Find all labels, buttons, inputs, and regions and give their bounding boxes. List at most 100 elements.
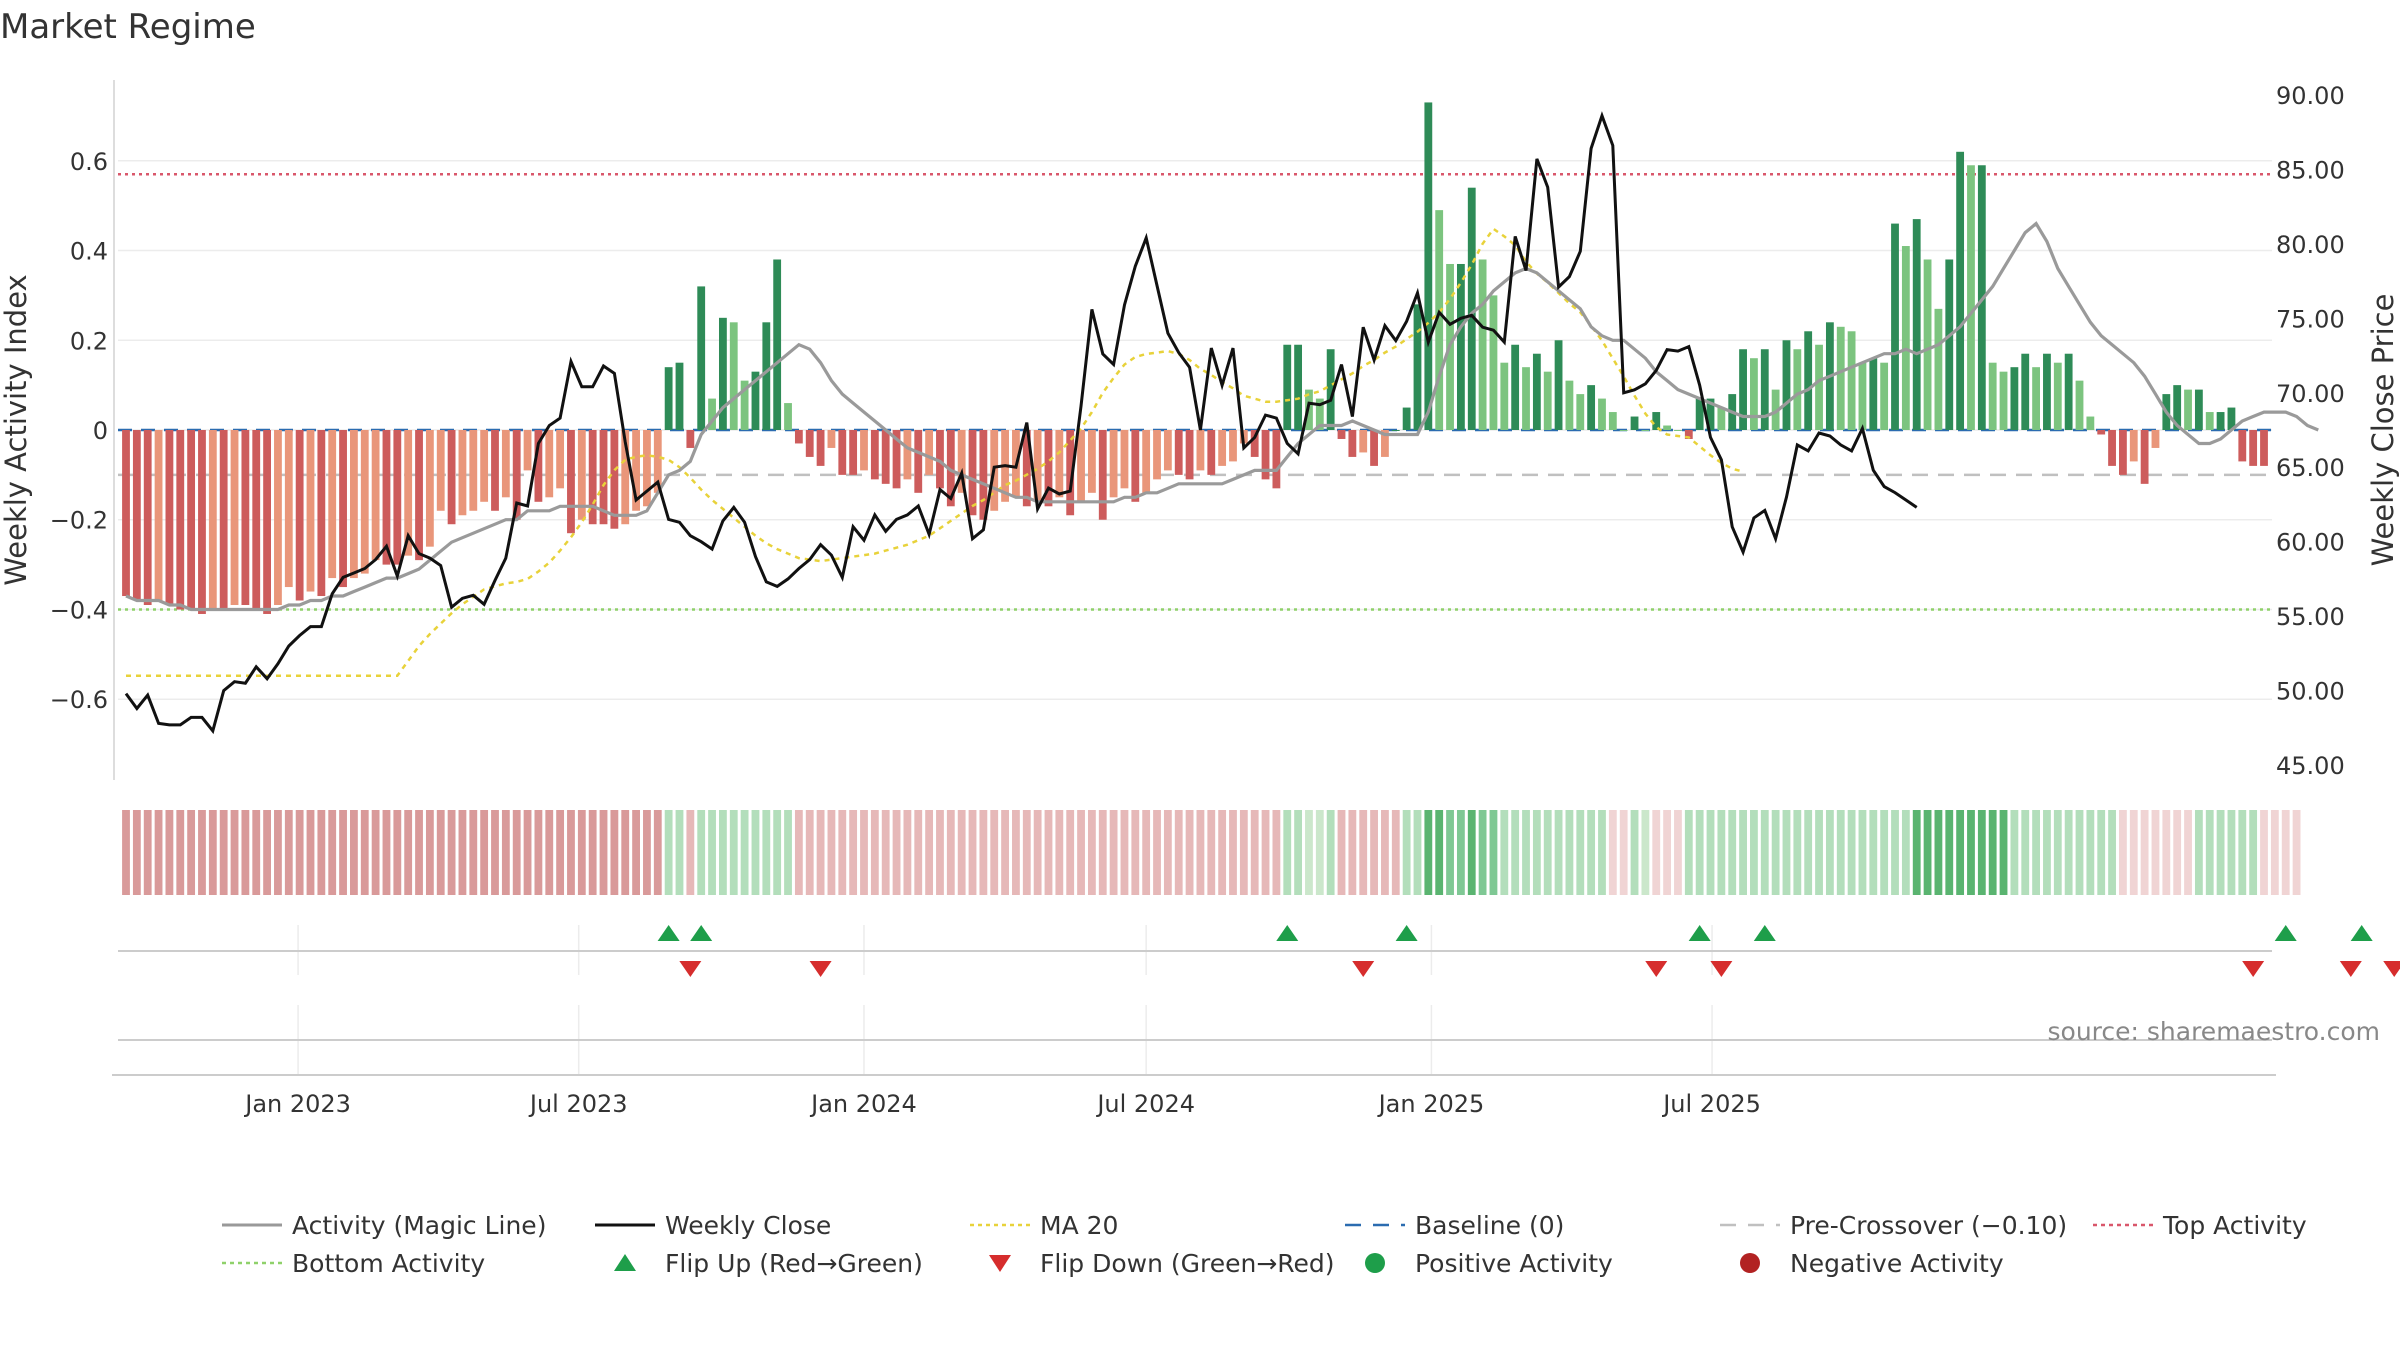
regime-cell [1305,810,1313,895]
regime-cell [1196,810,1205,895]
activity-bar [849,430,858,475]
activity-bar [436,430,445,511]
regime-cell [936,810,944,895]
activity-bar [1207,430,1216,475]
legend-label: Flip Down (Green→Red) [1040,1249,1335,1278]
regime-cell [230,810,239,895]
activity-bar [1456,263,1465,430]
activity-bar [1782,340,1791,430]
regime-cell [2021,810,2030,895]
regime-cell [1033,810,1042,895]
regime-cell [1229,810,1237,895]
activity-bar [643,430,651,507]
regime-cell [491,810,499,895]
activity-bar [198,430,206,614]
regime-cell [838,810,847,895]
right-tick-label: 55.00 [2276,603,2345,631]
regime-cell [1554,810,1563,895]
series-lines [124,111,2319,735]
activity-bar [1467,187,1476,430]
activity-bar [827,430,836,448]
regime-cell [632,810,640,895]
activity-bar [1923,259,1932,430]
regime-cell [1239,810,1248,895]
regime-cell [751,810,760,895]
regime-cell [686,810,695,895]
activity-bar [1044,430,1053,507]
left-axis-label: Weekly Activity Index [0,274,33,585]
activity-bar [512,430,521,520]
activity-bar [2194,389,2203,430]
regime-cell [577,810,586,895]
regime-cell [740,810,749,895]
activity-bar [936,430,944,489]
regime-cell [1663,810,1672,895]
regime-cell [1272,810,1281,895]
regime-cell [2270,810,2279,895]
activity-bar [697,286,706,430]
regime-cell [404,810,413,895]
activity-bar [1967,165,1975,430]
activity-bar [2086,416,2095,430]
activity-bar [1174,430,1183,475]
activity-bar [567,430,575,534]
regime-cell [360,810,369,895]
regime-cell [1750,810,1758,895]
regime-cell [2173,810,2182,895]
source-text: source: sharemaestro.com [2048,1017,2381,1046]
activity-bar [1717,407,1726,430]
legend-item: Weekly Close [595,1211,831,1240]
activity-bar [1131,430,1140,502]
regime-cell [1381,810,1389,895]
regime-cell [469,810,478,895]
regime-cell [1109,810,1118,895]
legend-item: Positive Activity [1365,1249,1613,1278]
x-tick-label: Jul 2023 [528,1090,628,1118]
regime-cell [1825,810,1834,895]
regime-cell [2260,810,2268,895]
regime-cell [2227,810,2236,895]
flip-up-marker [2274,925,2297,941]
activity-bar [1250,430,1259,457]
activity-bar [2129,430,2138,462]
activity-bar [534,430,543,502]
regime-cell [1261,810,1270,895]
activity-bar [1142,430,1151,493]
ma20-line [126,227,1744,677]
regime-cell [132,810,141,895]
regime-cell [968,810,977,895]
regime-cell [198,810,206,895]
legend-label: Baseline (0) [1415,1211,1564,1240]
activity-bar [556,430,565,489]
regime-cell [1250,810,1259,895]
regime-cell [621,810,630,895]
activity-bar [2184,389,2192,430]
activity-bar [176,430,185,610]
regime-cell [1977,810,1986,895]
activity-bar [1077,430,1085,502]
activity-bar [773,259,782,430]
right-tick-label: 75.00 [2276,305,2345,333]
regime-cell [2053,810,2062,895]
regime-cell [2249,810,2258,895]
regime-cell [2140,810,2149,895]
activity-bar [1196,430,1205,471]
legend-item: Negative Activity [1740,1249,2004,1278]
activity-bar [252,430,261,610]
regime-cell [165,810,174,895]
activity-bar [350,430,358,579]
activity-bar [1022,430,1031,507]
right-tick-label: 85.00 [2276,156,2345,184]
regime-cell [588,810,597,895]
activity-bar [708,398,716,430]
regime-cell [393,810,402,895]
activity-bar [523,430,532,471]
right-tick-label: 65.00 [2276,454,2345,482]
activity-bar [1087,430,1096,493]
legend-label: Positive Activity [1415,1249,1613,1278]
regime-cell [458,810,467,895]
activity-bar [2021,353,2030,430]
legend-item: Flip Up (Red→Green) [614,1249,923,1278]
regime-cell [143,810,152,895]
activity-bar [751,371,760,430]
